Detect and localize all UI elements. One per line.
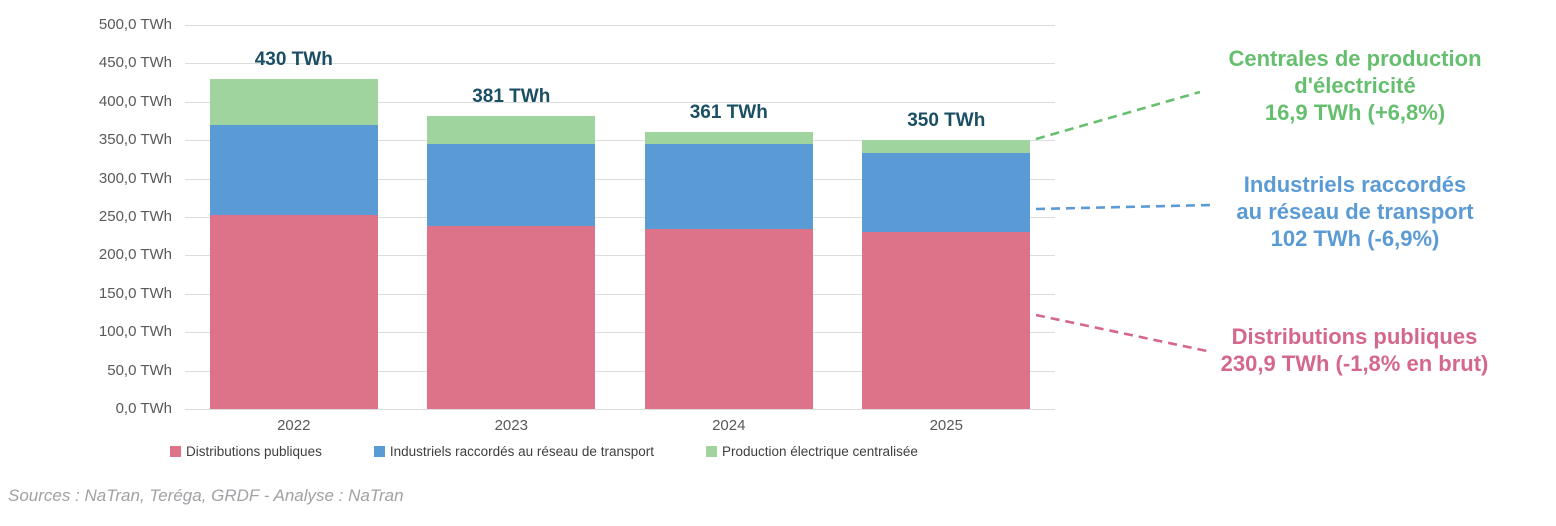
bar-total-label: 350 TWh bbox=[907, 110, 986, 132]
bar-segment bbox=[427, 144, 596, 227]
y-axis-tick-label: 150,0 TWh bbox=[98, 284, 172, 302]
bar-segment bbox=[209, 124, 378, 215]
legend-swatch bbox=[705, 446, 717, 457]
annotation-industriels-transport: Industriels raccordés au réseau de trans… bbox=[1190, 171, 1520, 252]
gridline bbox=[185, 63, 1055, 65]
gridline bbox=[185, 293, 1055, 295]
gridline bbox=[185, 409, 1055, 410]
y-axis-tick-label: 350,0 TWh bbox=[98, 131, 172, 149]
gridline bbox=[185, 140, 1055, 142]
legend-label: Production électrique centralisée bbox=[721, 444, 918, 459]
annotation-text-line: Centrales de production bbox=[1228, 46, 1482, 71]
gridline bbox=[185, 101, 1055, 103]
legend-swatch bbox=[170, 446, 181, 457]
annotation-text-line: d'électricité bbox=[1294, 73, 1416, 98]
y-axis-tick-label: 50,0 TWh bbox=[107, 361, 172, 379]
annotation-value-line: 102 TWh (-6,9%) bbox=[1270, 226, 1440, 251]
legend-swatch bbox=[373, 446, 385, 457]
annotation-text-line: Distributions publiques bbox=[1231, 324, 1478, 349]
bar-segment bbox=[644, 228, 813, 409]
bar-segment bbox=[427, 226, 596, 409]
bar-segment bbox=[644, 131, 813, 145]
bar-segment bbox=[862, 140, 1031, 154]
bar-total-label: 430 TWh bbox=[254, 48, 333, 70]
bar-segment bbox=[209, 78, 378, 125]
x-axis-category-label: 2023 bbox=[494, 417, 528, 434]
bar-segment bbox=[427, 116, 596, 145]
annotation-distributions-publiques: Distributions publiques 230,9 TWh (-1,8%… bbox=[1182, 323, 1527, 377]
y-axis-tick-label: 250,0 TWh bbox=[98, 208, 172, 225]
annotation-value-line: 16,9 TWh (+6,8%) bbox=[1264, 100, 1446, 125]
x-axis-category-label: 2025 bbox=[929, 417, 963, 434]
x-axis-category-label: 2024 bbox=[712, 417, 746, 434]
y-axis-tick-label: 200,0 TWh bbox=[98, 246, 172, 264]
sources-footnote: Sources : NaTran, Teréga, GRDF - Analyse… bbox=[8, 486, 404, 505]
gridline bbox=[185, 370, 1055, 372]
legend-label: Industriels raccordés au réseau de trans… bbox=[389, 444, 654, 459]
bar-segment bbox=[644, 144, 813, 229]
legend-item: Industriels raccordés au réseau de trans… bbox=[373, 444, 654, 459]
bar-segment bbox=[209, 214, 378, 409]
y-axis-tick-label: 300,0 TWh bbox=[98, 169, 172, 187]
gridline bbox=[185, 332, 1055, 334]
annotation-centrales-production: Centrales de production d'électricité 16… bbox=[1190, 45, 1520, 126]
bar-total-label: 361 TWh bbox=[689, 101, 768, 123]
annotation-text-line: Industriels raccordés bbox=[1243, 172, 1467, 197]
legend-item: Distributions publiques bbox=[170, 444, 322, 459]
x-axis-category-label: 2022 bbox=[277, 417, 311, 434]
gridline bbox=[185, 255, 1055, 257]
y-axis-tick-label: 400,0 TWh bbox=[98, 92, 172, 110]
bar-total-label: 381 TWh bbox=[472, 86, 551, 108]
bar-segment bbox=[862, 231, 1031, 409]
annotation-value-line: 230,9 TWh (-1,8% en brut) bbox=[1220, 351, 1489, 376]
legend-item: Production électrique centralisée bbox=[705, 444, 918, 459]
legend-label: Distributions publiques bbox=[186, 444, 322, 459]
gridline bbox=[185, 217, 1055, 218]
y-axis-tick-label: 450,0 TWh bbox=[98, 54, 172, 72]
y-axis-tick-label: 100,0 TWh bbox=[98, 323, 172, 341]
bar-segment bbox=[862, 153, 1031, 232]
gridline bbox=[185, 178, 1055, 180]
annotation-text-line: au réseau de transport bbox=[1236, 199, 1474, 224]
gridline bbox=[185, 25, 1055, 26]
chart-legend: Distributions publiques Industriels racco… bbox=[170, 444, 918, 459]
y-axis-tick-label: 0,0 TWh bbox=[115, 400, 172, 417]
y-axis-tick-label: 500,0 TWh bbox=[98, 16, 172, 33]
